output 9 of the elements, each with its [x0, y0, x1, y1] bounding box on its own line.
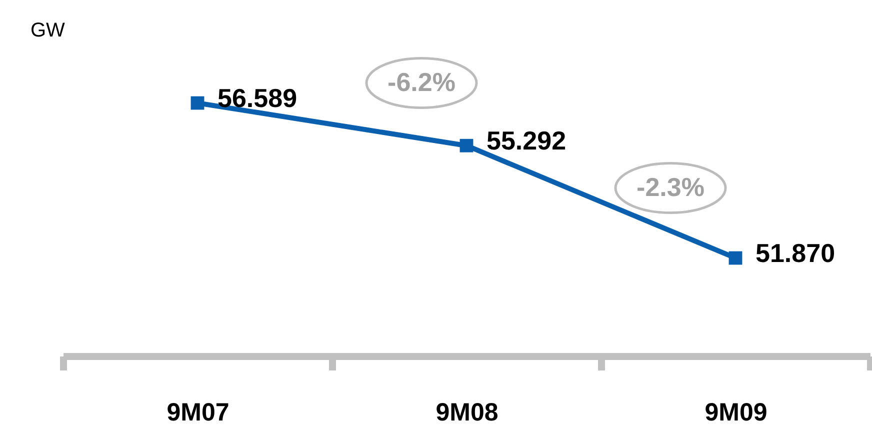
annotation: -2.3% [636, 172, 704, 202]
x-tick-label: 9M08 [436, 398, 498, 426]
data-label: 56.589 [218, 83, 298, 113]
text: -6.2% [388, 67, 456, 97]
data-label: 55.292 [486, 126, 566, 156]
x-tick-label: 9M07 [166, 398, 230, 426]
x-tick-label: 9M09 [704, 398, 768, 426]
data-label: 51.870 [756, 238, 836, 268]
y-axis-title: GW [30, 20, 66, 42]
